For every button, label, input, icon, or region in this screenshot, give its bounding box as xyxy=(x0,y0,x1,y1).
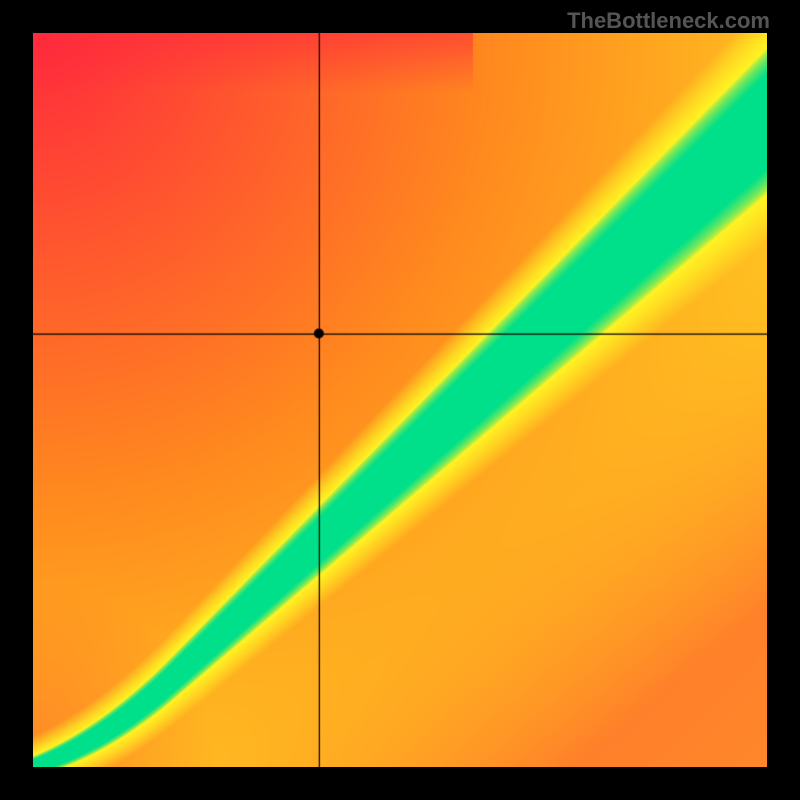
heatmap-plot xyxy=(33,33,767,767)
heatmap-canvas xyxy=(33,33,767,767)
watermark-text: TheBottleneck.com xyxy=(567,8,770,34)
chart-container: TheBottleneck.com xyxy=(0,0,800,800)
